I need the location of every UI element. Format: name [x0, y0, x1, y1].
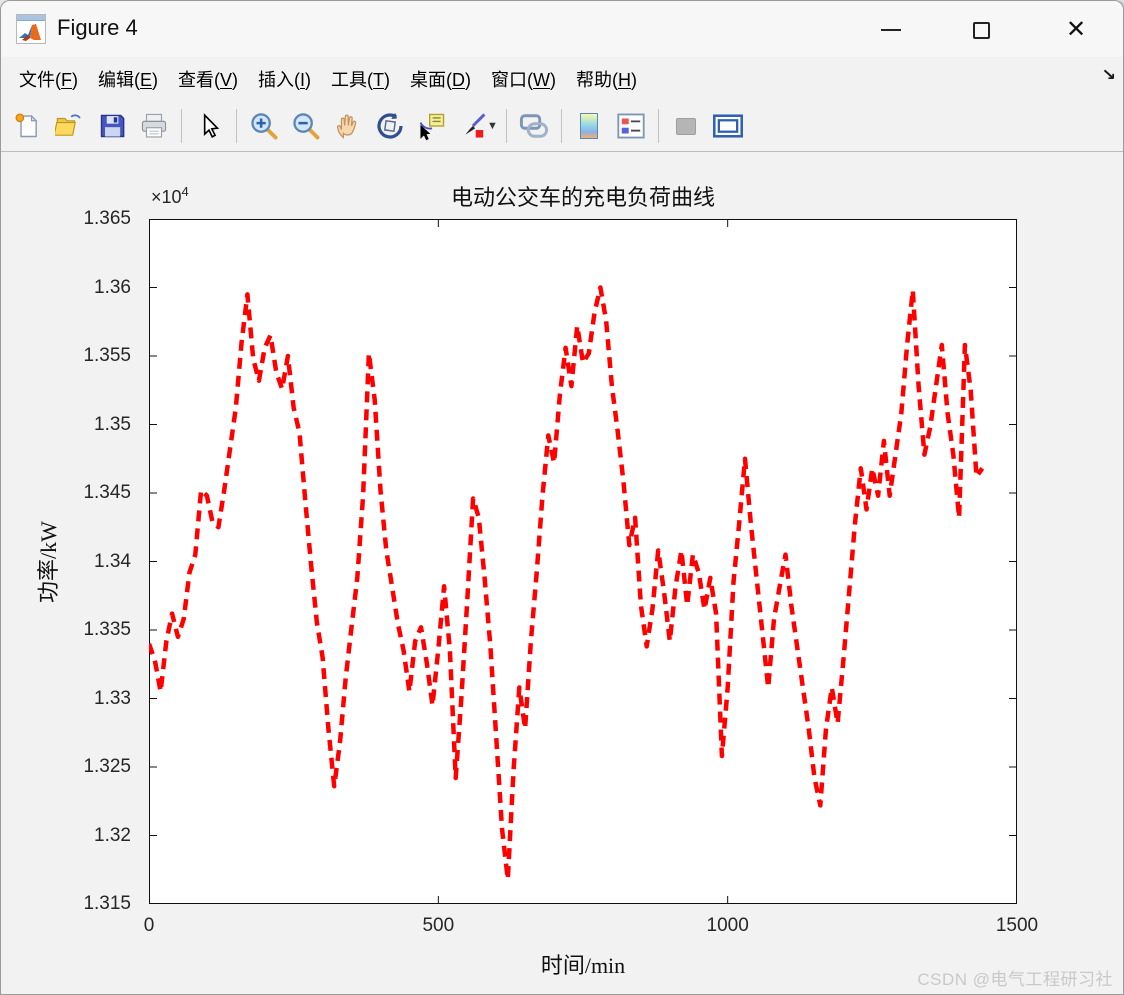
- minimize-icon: [881, 29, 901, 31]
- zoom-in-button[interactable]: [243, 106, 285, 146]
- pan-hand-icon: [336, 114, 357, 139]
- matlab-logo-icon: [16, 14, 46, 44]
- colorbar-icon: [579, 113, 598, 139]
- show-plot-tools-icon: [712, 114, 743, 138]
- menu-insert[interactable]: 插入(I): [258, 70, 312, 90]
- brush-data-button[interactable]: [453, 106, 495, 146]
- new-figure-button[interactable]: [7, 106, 49, 146]
- insert-colorbar-button[interactable]: [568, 106, 610, 146]
- link-plot-button[interactable]: [513, 106, 555, 146]
- edit-plot-button[interactable]: [188, 106, 230, 146]
- maximize-icon: [972, 21, 990, 39]
- menu-edit[interactable]: 编辑(E): [98, 70, 159, 90]
- save-figure-icon: [100, 114, 125, 138]
- window-title: Figure 4: [57, 15, 138, 40]
- hide-plot-tools-button[interactable]: [665, 106, 707, 146]
- y-tick-label: 1.315: [83, 893, 131, 914]
- brush-dropdown-icon[interactable]: ▼: [487, 120, 498, 132]
- dock-figure-icon[interactable]: ↘: [1100, 67, 1116, 84]
- hide-plot-tools-icon: [675, 117, 696, 135]
- y-tick-label: 1.32: [94, 824, 131, 846]
- chart-title: 电动公交车的充电负荷曲线: [450, 185, 715, 210]
- y-tick-label: 1.335: [83, 619, 131, 640]
- print-figure-icon: [141, 113, 167, 138]
- toolbar-separator: [657, 109, 659, 143]
- menu-window[interactable]: 窗口(W): [491, 70, 557, 90]
- x-tick-label: 1500: [995, 915, 1039, 936]
- legend-icon: [617, 113, 645, 139]
- open-file-button[interactable]: [49, 106, 91, 146]
- y-axis-exponent: ×104: [151, 184, 189, 207]
- menu-tools[interactable]: 工具(T): [331, 70, 391, 90]
- menu-view[interactable]: 查看(V): [178, 70, 239, 90]
- figure-canvas: 电动公交车的充电负荷曲线 ×104 1.315 1.32 1.325 1.33 1.33…: [1, 152, 1123, 994]
- minimize-button[interactable]: [874, 15, 908, 45]
- close-icon: ✕: [1065, 16, 1087, 43]
- data-cursor-icon: [419, 113, 445, 141]
- menu-help[interactable]: 帮助(H): [576, 70, 638, 90]
- maximize-button[interactable]: [964, 15, 998, 45]
- y-tick-label: 1.36: [94, 276, 131, 298]
- pan-button[interactable]: [327, 106, 369, 146]
- toolbar-separator: [181, 109, 182, 143]
- titlebar: Figure 4 ✕: [1, 1, 1123, 57]
- y-tick-label: 1.345: [83, 482, 131, 503]
- x-tick-label: 1000: [706, 915, 749, 936]
- close-button[interactable]: ✕: [1059, 15, 1093, 45]
- rotate-3d-icon: [377, 112, 403, 139]
- y-tick-label: 1.325: [83, 756, 131, 777]
- y-axis-label: 功率/kW: [36, 521, 61, 603]
- show-plot-tools-button[interactable]: [707, 106, 749, 146]
- y-tick-label: 1.33: [94, 687, 131, 709]
- new-figure-icon: [15, 113, 38, 138]
- y-tick-label: 1.35: [94, 413, 131, 435]
- print-figure-button[interactable]: [133, 106, 175, 146]
- x-tick-label: 0: [143, 915, 155, 936]
- link-plot-icon: [519, 114, 548, 138]
- zoom-out-icon: [293, 113, 320, 140]
- save-figure-button[interactable]: [91, 106, 133, 146]
- load-curve-plot: [149, 219, 1017, 904]
- open-file-icon: [55, 114, 81, 136]
- watermark: CSDN @电气工程研习社: [917, 970, 1113, 989]
- rotate-3d-button[interactable]: [369, 106, 411, 146]
- toolbar-separator: [505, 109, 507, 143]
- toolbar-separator: [560, 109, 562, 143]
- toolbar-separator: [236, 109, 237, 143]
- y-tick-label: 1.34: [94, 550, 131, 572]
- menu-desktop[interactable]: 桌面(D): [410, 70, 472, 90]
- zoom-in-icon: [251, 113, 278, 140]
- toolbar: ▼: [1, 101, 1123, 152]
- zoom-out-button[interactable]: [285, 106, 327, 146]
- plot-box[interactable]: [149, 219, 1017, 904]
- y-tick-label: 1.365: [83, 208, 131, 229]
- edit-plot-pointer-icon: [203, 113, 220, 138]
- menubar: 文件(F) 编辑(E) 查看(V) 插入(I) 工具(T) 桌面(D) 窗口(W…: [1, 59, 1123, 99]
- y-tick-label: 1.355: [83, 345, 131, 366]
- x-axis-label: 时间/min: [540, 953, 626, 978]
- data-cursor-button[interactable]: [411, 106, 453, 146]
- brush-icon: [465, 113, 486, 138]
- menu-file[interactable]: 文件(F): [19, 70, 78, 90]
- x-tick-label: 500: [422, 915, 455, 936]
- insert-legend-button[interactable]: [610, 106, 652, 146]
